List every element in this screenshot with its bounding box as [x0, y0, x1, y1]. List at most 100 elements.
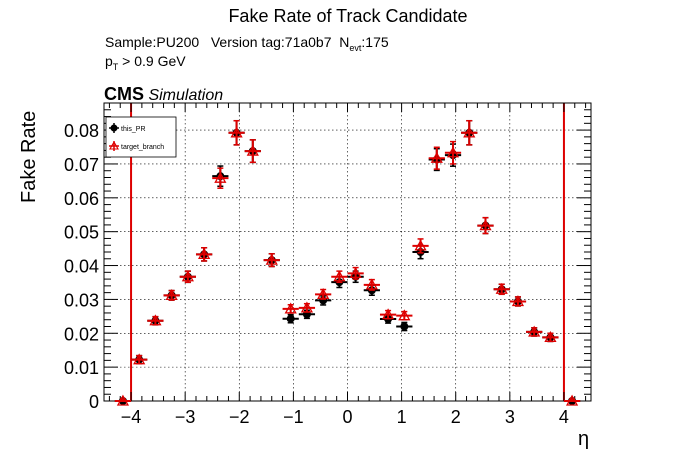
data-point: [412, 238, 429, 254]
legend-marker: [109, 140, 119, 150]
x-tick-label: −4: [121, 407, 142, 427]
version-label: Version tag:71a0b7: [210, 34, 332, 50]
data-point: [244, 139, 261, 164]
data-point: [195, 247, 213, 262]
marker-triangle: [528, 325, 541, 337]
legend-marker: [110, 124, 118, 132]
data-point: [298, 301, 316, 313]
tick-labels: −4 −3 −2 −1 0 1 2 3 4 0 0.01 0.02 0.03 0.04 0.05 0.06 0.…: [64, 121, 569, 427]
data-point: [493, 282, 510, 296]
marker-triangle: [246, 144, 259, 156]
marker-triangle: [165, 289, 178, 300]
data-point: [263, 253, 280, 268]
data-point: [363, 278, 380, 291]
data-point: [526, 325, 543, 337]
y-tick-label: 0.04: [64, 257, 99, 277]
data-point: [461, 119, 478, 146]
marker-triangle: [317, 287, 330, 299]
nevt-label: Nevt:175: [339, 34, 389, 53]
data-point: [212, 167, 229, 189]
marker-triangle: [398, 309, 411, 321]
x-axis-label: η: [578, 428, 590, 450]
series: [114, 119, 581, 406]
marker-triangle: [230, 126, 243, 138]
cms-label: CMS Simulation: [104, 84, 223, 105]
y-tick-label: 0: [89, 392, 99, 412]
x-tick-label: 3: [505, 407, 515, 427]
marker-triangle: [149, 314, 162, 326]
marker-triangle: [116, 394, 130, 406]
simulation-text: Simulation: [148, 87, 224, 104]
marker-triangle: [284, 302, 297, 314]
data-point: [315, 287, 332, 300]
data-point: [396, 309, 413, 321]
legend-entry: this_PR: [109, 123, 146, 133]
data-point: [347, 266, 364, 280]
marker-triangle: [198, 248, 211, 260]
x-tick-label: 1: [397, 407, 407, 427]
legend-box: [105, 116, 177, 158]
marker-triangle: [414, 239, 427, 251]
legend-label: target_branch: [121, 144, 164, 151]
y-axis-label: Fake Rate: [18, 110, 40, 203]
y-tick-label: 0.05: [64, 223, 99, 243]
marker-triangle: [511, 295, 525, 307]
data-point: [379, 308, 397, 320]
data-point: [147, 314, 164, 326]
marker-triangle: [349, 266, 362, 278]
x-tick-label: 0: [342, 407, 352, 427]
marker-triangle: [381, 308, 395, 320]
data-point: [563, 394, 581, 406]
data-point: [282, 313, 299, 324]
grid: [104, 103, 591, 401]
pt-cut-label: pT > 0.9 GeV: [105, 53, 186, 72]
legend-entry: target_branch: [109, 140, 164, 151]
data-point: [163, 289, 180, 301]
marker-triangle: [181, 270, 194, 282]
marker-circle: [286, 314, 295, 323]
sample-label: Sample:PU200: [105, 34, 200, 50]
marker-triangle: [214, 171, 227, 183]
y-tick-label: 0.03: [64, 290, 99, 310]
data-point: [428, 146, 445, 170]
x-tick-label: 2: [451, 407, 461, 427]
legend-label: this_PR: [121, 126, 146, 133]
x-tick-label: −2: [229, 407, 250, 427]
data-point: [114, 394, 132, 406]
data-point: [131, 353, 148, 365]
x-tick-label: −3: [175, 407, 196, 427]
data-point: [542, 330, 559, 343]
y-tick-label: 0.02: [64, 324, 99, 344]
marker-circle: [400, 322, 409, 331]
y-tick-label: 0.06: [64, 189, 99, 209]
data-point: [509, 295, 527, 307]
cms-text: CMS: [104, 84, 144, 104]
data-point: [331, 270, 348, 284]
marker-triangle: [265, 253, 278, 265]
marker-triangle: [495, 282, 508, 294]
y-tick-label: 0.07: [64, 155, 99, 175]
data-point: [228, 119, 245, 146]
marker-triangle: [300, 301, 314, 313]
data-point: [396, 321, 413, 332]
data-point: [282, 302, 299, 314]
marker-triangle: [479, 219, 492, 231]
sample-info: Sample:PU200 Version tag:71a0b7 Nevt:175: [105, 34, 389, 53]
chart-title: Fake Rate of Track Candidate: [228, 6, 468, 26]
y-tick-label: 0.01: [64, 358, 99, 378]
y-tick-label: 0.08: [64, 121, 99, 141]
marker-triangle: [565, 394, 579, 406]
marker-triangle: [463, 126, 476, 138]
data-point: [444, 140, 462, 165]
legend: this_PR target_branch: [105, 116, 177, 158]
marker-triangle: [133, 353, 146, 365]
marker-triangle: [544, 330, 557, 342]
marker-triangle: [446, 146, 460, 158]
series-target_branch: [114, 119, 581, 406]
data-point: [477, 216, 494, 235]
marker-triangle: [333, 270, 346, 282]
axis-ticks: [104, 103, 591, 402]
marker-triangle: [430, 151, 443, 163]
x-tick-label: −1: [283, 407, 304, 427]
